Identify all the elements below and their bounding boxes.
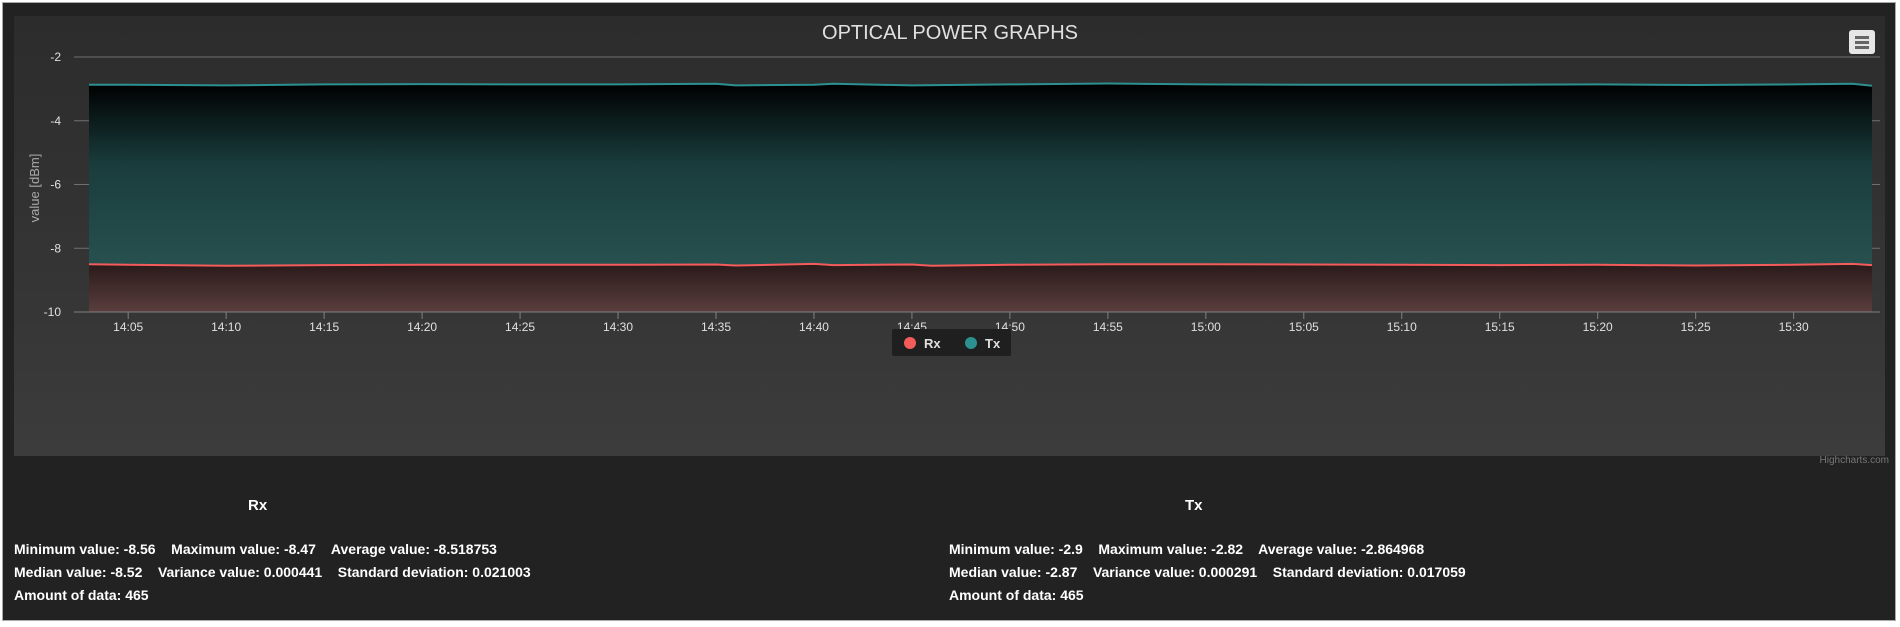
optical-power-chart: -2 -4 -6 -8 -10 14:05 14:10 14:15 14:20 14:25 14:3… bbox=[27, 22, 1880, 356]
x-tick-label: 14:20 bbox=[407, 320, 437, 334]
legend-tx-label: Tx bbox=[985, 336, 1001, 351]
rx-stats-line-2: Median value: -8.52 Variance value: 0.00… bbox=[14, 564, 531, 580]
x-tick-label: 15:25 bbox=[1681, 320, 1711, 334]
chart-menu-button[interactable] bbox=[1849, 30, 1875, 54]
x-tick-label: 14:55 bbox=[1093, 320, 1123, 334]
x-tick-label: 14:05 bbox=[113, 320, 143, 334]
legend-tx-marker bbox=[965, 337, 977, 349]
tx-stats-line-3: Amount of data: 465 bbox=[949, 587, 1084, 603]
x-tick-label: 15:20 bbox=[1583, 320, 1613, 334]
legend-rx-marker bbox=[904, 337, 916, 349]
x-tick-label: 14:35 bbox=[701, 320, 731, 334]
legend-rx-label: Rx bbox=[924, 336, 941, 351]
x-tick-label: 15:15 bbox=[1485, 320, 1515, 334]
y-tick-label: -6 bbox=[50, 178, 61, 192]
series-area-rx bbox=[89, 263, 1872, 312]
x-tick-label: 14:40 bbox=[799, 320, 829, 334]
x-tick-label: 15:05 bbox=[1289, 320, 1319, 334]
y-tick-label: -8 bbox=[50, 241, 61, 255]
tx-stats-line-1: Minimum value: -2.9 Maximum value: -2.82… bbox=[949, 541, 1425, 557]
tx-stats-title: Tx bbox=[1185, 497, 1203, 514]
y-tick-label: -4 bbox=[50, 114, 61, 128]
tx-stats-line-2: Median value: -2.87 Variance value: 0.00… bbox=[949, 564, 1466, 580]
hamburger-menu-icon bbox=[1855, 36, 1869, 39]
x-tick-label: 15:00 bbox=[1191, 320, 1221, 334]
series-line-tx[interactable] bbox=[89, 82, 1873, 87]
chart-title: OPTICAL POWER GRAPHS bbox=[822, 22, 1078, 44]
chart-panel: -2 -4 -6 -8 -10 14:05 14:10 14:15 14:20 14:25 14:3… bbox=[14, 16, 1889, 466]
rx-stats-title: Rx bbox=[248, 497, 268, 514]
chart-credit[interactable]: Highcharts.com bbox=[1819, 455, 1889, 466]
rx-stats-line-3: Amount of data: 465 bbox=[14, 587, 149, 603]
legend-item-tx[interactable]: Tx bbox=[965, 336, 1001, 351]
rx-stats-line-1: Minimum value: -8.56 Maximum value: -8.4… bbox=[14, 541, 497, 557]
legend-item-rx[interactable]: Rx bbox=[904, 336, 941, 351]
series-line-rx[interactable] bbox=[88, 262, 1873, 267]
x-tick-label: 14:30 bbox=[603, 320, 633, 334]
y-axis-title: value [dBm] bbox=[27, 154, 42, 223]
x-tick-label: 14:10 bbox=[211, 320, 241, 334]
x-tick-label: 15:10 bbox=[1387, 320, 1417, 334]
x-tick-label: 15:30 bbox=[1779, 320, 1809, 334]
chart-legend: Rx Tx bbox=[892, 329, 1011, 356]
y-tick-label: -10 bbox=[44, 305, 62, 319]
y-tick-label: -2 bbox=[50, 50, 61, 64]
series-area-tx bbox=[89, 83, 1872, 312]
x-tick-label: 14:15 bbox=[309, 320, 339, 334]
legend-background bbox=[892, 329, 1011, 356]
x-tick-label: 14:25 bbox=[505, 320, 535, 334]
